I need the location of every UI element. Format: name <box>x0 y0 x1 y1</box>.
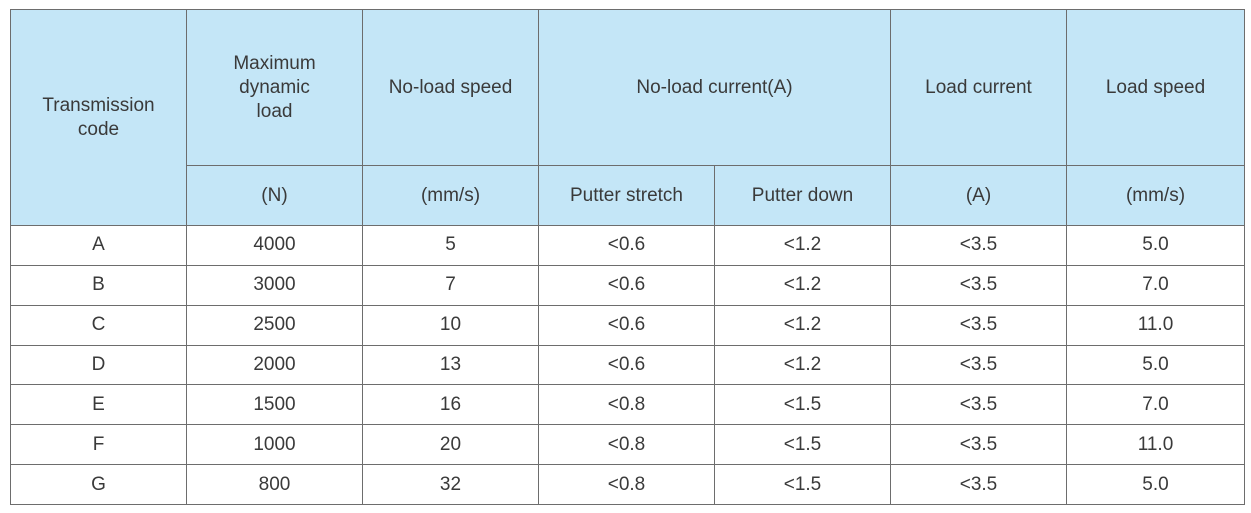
cell-stretch: <0.8 <box>538 384 715 426</box>
cell-speed: 5 <box>362 225 539 266</box>
cell-code: A <box>10 225 187 266</box>
cell-stretch: <0.6 <box>538 304 715 346</box>
cell-stretch: <0.8 <box>538 464 715 505</box>
table-row: F 1000 20 <0.8 <1.5 <3.5 11.0 <box>10 424 1245 466</box>
table-row: E 1500 16 <0.8 <1.5 <3.5 7.0 <box>10 384 1245 426</box>
cell-load-speed: 5.0 <box>1066 225 1245 266</box>
cell-speed: 16 <box>362 384 539 426</box>
cell-speed: 13 <box>362 344 539 386</box>
cell-speed: 32 <box>362 464 539 505</box>
cell-speed: 7 <box>362 264 539 306</box>
cell-stretch: <0.6 <box>538 344 715 386</box>
header-max-dynamic-load: Maximum dynamic load <box>186 9 363 166</box>
table-row: D 2000 13 <0.6 <1.2 <3.5 5.0 <box>10 344 1245 386</box>
cell-speed: 10 <box>362 304 539 346</box>
unit-no-load-speed: (mm/s) <box>362 165 539 226</box>
cell-stretch: <0.6 <box>538 264 715 306</box>
cell-code: E <box>10 384 187 426</box>
cell-load: 4000 <box>186 225 363 266</box>
unit-load-current: (A) <box>890 165 1067 226</box>
cell-load-current: <3.5 <box>890 304 1067 346</box>
subheader-putter-down: Putter down <box>714 165 891 226</box>
cell-down: <1.2 <box>714 264 891 306</box>
cell-load: 3000 <box>186 264 363 306</box>
cell-load: 2000 <box>186 344 363 386</box>
cell-load-speed: 5.0 <box>1066 344 1245 386</box>
cell-stretch: <0.6 <box>538 225 715 266</box>
subheader-putter-stretch: Putter stretch <box>538 165 715 226</box>
cell-load-current: <3.5 <box>890 464 1067 505</box>
table-row: C 2500 10 <0.6 <1.2 <3.5 11.0 <box>10 304 1245 346</box>
cell-down: <1.5 <box>714 424 891 466</box>
specification-table: Transmission code Maximum dynamic load N… <box>10 9 1245 505</box>
cell-load-speed: 11.0 <box>1066 304 1245 346</box>
cell-code: C <box>10 304 187 346</box>
cell-load-speed: 7.0 <box>1066 384 1245 426</box>
cell-load-current: <3.5 <box>890 225 1067 266</box>
cell-load-speed: 11.0 <box>1066 424 1245 466</box>
header-transmission-code: Transmission code <box>10 9 187 226</box>
cell-code: D <box>10 344 187 386</box>
cell-load: 1000 <box>186 424 363 466</box>
cell-load-speed: 7.0 <box>1066 264 1245 306</box>
cell-code: G <box>10 464 187 505</box>
table-row: G 800 32 <0.8 <1.5 <3.5 5.0 <box>10 464 1245 505</box>
header-row: Transmission code Maximum dynamic load N… <box>10 9 1245 226</box>
cell-speed: 20 <box>362 424 539 466</box>
unit-load-speed: (mm/s) <box>1066 165 1245 226</box>
cell-down: <1.5 <box>714 384 891 426</box>
cell-load: 2500 <box>186 304 363 346</box>
header-no-load-current: No-load current(A) <box>538 9 891 166</box>
cell-code: F <box>10 424 187 466</box>
cell-down: <1.2 <box>714 344 891 386</box>
unit-max-dynamic-load: (N) <box>186 165 363 226</box>
cell-load-speed: 5.0 <box>1066 464 1245 505</box>
cell-load-current: <3.5 <box>890 344 1067 386</box>
unit-row: (N) (mm/s) Putter stretch Putter down (A… <box>11 165 1245 226</box>
header-load-current: Load current <box>890 9 1067 166</box>
table-row: A 4000 5 <0.6 <1.2 <3.5 5.0 <box>10 225 1245 266</box>
cell-down: <1.5 <box>714 464 891 505</box>
cell-load-current: <3.5 <box>890 264 1067 306</box>
cell-down: <1.2 <box>714 304 891 346</box>
cell-load: 800 <box>186 464 363 505</box>
cell-load: 1500 <box>186 384 363 426</box>
table-row: B 3000 7 <0.6 <1.2 <3.5 7.0 <box>10 264 1245 306</box>
cell-stretch: <0.8 <box>538 424 715 466</box>
cell-code: B <box>10 264 187 306</box>
header-no-load-speed: No-load speed <box>362 9 539 166</box>
header-load-speed: Load speed <box>1066 9 1245 166</box>
cell-load-current: <3.5 <box>890 384 1067 426</box>
cell-load-current: <3.5 <box>890 424 1067 466</box>
cell-down: <1.2 <box>714 225 891 266</box>
